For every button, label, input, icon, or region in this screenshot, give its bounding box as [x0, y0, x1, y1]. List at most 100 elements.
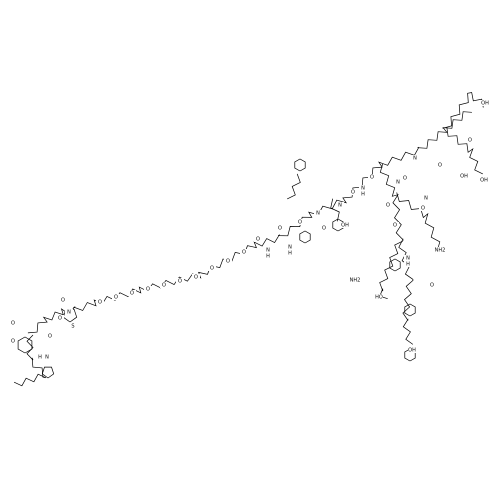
atom-label: O [370, 175, 374, 181]
atom-label: O [58, 316, 62, 322]
label-bg [128, 290, 136, 296]
atom-label: O [114, 295, 118, 301]
atom-label: NH2 [350, 278, 361, 284]
atom-label: O [146, 287, 150, 293]
label-bg [9, 320, 17, 326]
atom-label: O [278, 226, 282, 232]
label-bg [436, 247, 444, 253]
label-bg [391, 222, 399, 228]
atom-label: O [194, 275, 198, 281]
atom-label: O [178, 279, 182, 285]
bond-chain [442, 92, 484, 129]
label-bg [314, 210, 322, 216]
label-bg [286, 250, 294, 256]
atom-label: O [162, 283, 166, 289]
atom-label: N [338, 203, 342, 209]
label-bg [359, 191, 367, 197]
bond-chain [396, 192, 441, 252]
atom-label: N [67, 310, 71, 316]
ring [17, 336, 33, 354]
atom-label: H [406, 262, 410, 268]
atom-label: N [361, 186, 365, 192]
atom-label: N [424, 196, 428, 202]
atom-label: OH [408, 348, 416, 354]
atom-label: N [406, 256, 410, 262]
label-bg [466, 137, 474, 143]
label-bg [394, 179, 402, 185]
label-bg [480, 177, 488, 183]
atom-label: O [11, 339, 15, 345]
atom-label: O [351, 190, 355, 196]
label-bg [359, 185, 367, 191]
label-bg [351, 277, 359, 283]
atom-label: S [71, 324, 74, 330]
label-bg [254, 236, 262, 242]
label-bg [36, 354, 44, 360]
atom-label: N [45, 355, 49, 361]
label-bg [401, 175, 409, 181]
label-bg [368, 174, 376, 180]
atom-label: O [386, 203, 390, 209]
bond-chain [330, 198, 340, 222]
atom-label: H [38, 355, 42, 361]
label-bg [341, 222, 349, 228]
bond-chain [287, 173, 301, 200]
label-bg [422, 195, 430, 201]
label-bg [436, 162, 444, 168]
atom-label: O [322, 226, 326, 232]
label-bg [43, 354, 51, 360]
label-bg [176, 278, 184, 284]
label-bg [160, 282, 168, 288]
label-bg [65, 309, 73, 315]
label-bg [276, 225, 284, 231]
atom-label: NH2 [435, 248, 446, 254]
atom-label: H [288, 251, 292, 257]
label-bg [69, 323, 77, 329]
label-bg [460, 173, 468, 179]
label-bg [349, 189, 357, 195]
label-bg [240, 249, 248, 255]
label-bg [96, 299, 104, 305]
label-bg [296, 219, 304, 225]
ring [404, 303, 416, 317]
atom-label: OH [460, 174, 468, 180]
bonds [13, 92, 484, 387]
label-bg [46, 333, 54, 339]
bond-chain [446, 127, 483, 175]
atom-label: O [421, 206, 425, 212]
atom-label: N [266, 248, 270, 254]
atom-label: N [396, 180, 400, 186]
atom-label: O [210, 266, 214, 272]
label-bg [9, 338, 17, 344]
label-bg [404, 255, 412, 261]
label-bg [56, 315, 64, 321]
label-bg [419, 205, 427, 211]
atom-label: O [438, 163, 442, 169]
label-bg [208, 265, 216, 271]
label-bg [264, 247, 272, 253]
label-bg [144, 286, 152, 292]
label-bg [336, 202, 344, 208]
label-bg [375, 294, 383, 300]
atom-label: O [226, 259, 230, 265]
atom-label: O [430, 283, 434, 289]
atom-label: O [256, 237, 260, 243]
atom-label: O [61, 298, 65, 304]
atom-label: OH [341, 223, 349, 229]
atom-label: H [266, 254, 270, 260]
label-bg [481, 100, 489, 106]
atom-label: O [11, 321, 15, 327]
atom-label: O [298, 220, 302, 226]
label-bg [408, 347, 416, 353]
label-bg [224, 258, 232, 264]
atom-label: O [130, 291, 134, 297]
atom-label: N [288, 245, 292, 251]
label-bg [411, 155, 419, 161]
label-bg [59, 297, 67, 303]
atom-label: O [468, 138, 472, 144]
label-bg [384, 202, 392, 208]
ring [41, 366, 55, 379]
atom-label: OH [480, 178, 488, 184]
label-bg [428, 282, 436, 288]
